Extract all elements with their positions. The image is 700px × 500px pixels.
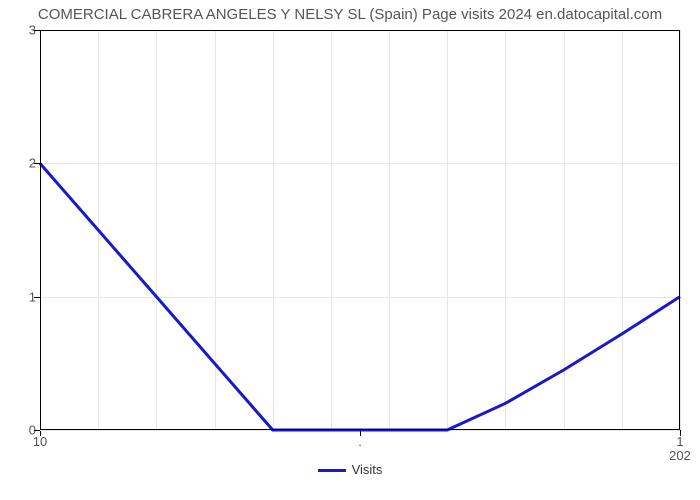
- plot-border-bottom: [40, 429, 680, 430]
- gridline-vertical: [680, 30, 681, 430]
- chart-container: COMERCIAL CABRERA ANGELES Y NELSY SL (Sp…: [0, 0, 700, 500]
- plot-border-right: [679, 30, 680, 430]
- y-tick-label: 2: [8, 156, 36, 171]
- x-tick-label-secondary: 202: [669, 448, 691, 463]
- x-tick-label: 10: [33, 434, 47, 449]
- legend-swatch: [318, 469, 346, 472]
- legend: Visits: [0, 462, 700, 477]
- x-tick-mark: [680, 430, 681, 436]
- chart-title: COMERCIAL CABRERA ANGELES Y NELSY SL (Sp…: [0, 6, 700, 23]
- y-tick-label: 3: [8, 23, 36, 38]
- plot-border-left: [40, 30, 41, 430]
- plot-border-top: [40, 30, 680, 31]
- series-line: [40, 30, 680, 430]
- y-tick-label: 1: [8, 289, 36, 304]
- legend-label: Visits: [352, 462, 383, 477]
- plot-area: [40, 30, 680, 430]
- x-tick-label: .: [358, 434, 362, 449]
- x-tick-label: 1: [676, 434, 683, 449]
